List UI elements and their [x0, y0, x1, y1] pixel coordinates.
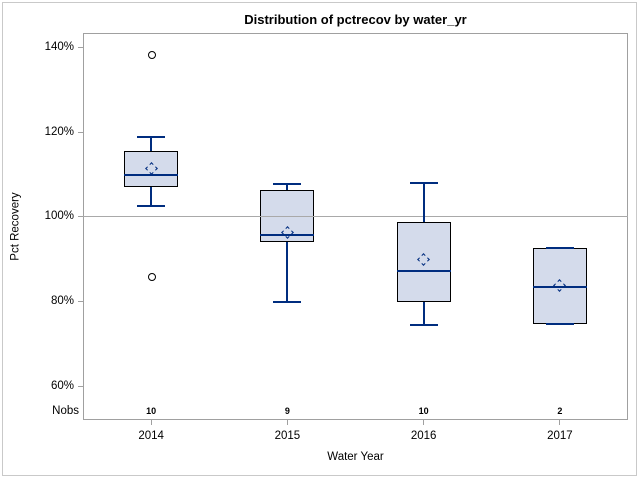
- upper-whisker: [422, 182, 425, 222]
- reference-line-100pct: [83, 216, 628, 218]
- upper-whisker-cap: [273, 183, 302, 186]
- upper-whisker: [150, 136, 153, 152]
- upper-whisker-cap: [545, 246, 574, 249]
- lower-whisker-cap: [137, 205, 166, 208]
- y-axis-tick-label: 120%: [44, 125, 74, 138]
- nobs-value: 10: [418, 406, 429, 416]
- upper-whisker: [286, 184, 289, 190]
- nobs-value: 9: [284, 406, 290, 416]
- x-axis-tick: [150, 420, 152, 425]
- outlier-marker: [147, 272, 156, 281]
- nobs-value: 10: [146, 406, 157, 416]
- chart-title: Distribution of pctrecov by water_yr: [244, 12, 467, 27]
- lower-whisker-cap: [545, 323, 574, 326]
- lower-whisker-cap: [273, 300, 302, 303]
- x-axis-title: Water Year: [327, 451, 384, 463]
- y-axis-tick-label: 60%: [50, 379, 74, 392]
- y-axis-tick: [78, 216, 83, 218]
- y-axis-tick: [78, 47, 83, 49]
- nobs-value: 2: [557, 406, 563, 416]
- iqr-box: [260, 189, 315, 242]
- y-axis-tick: [78, 385, 83, 387]
- median-line: [260, 234, 315, 237]
- y-axis-tick-label: 140%: [44, 41, 74, 54]
- lower-whisker-cap: [409, 324, 438, 327]
- x-axis-tick: [423, 420, 425, 425]
- median-line: [396, 269, 451, 272]
- y-axis-tick-label: 100%: [44, 210, 74, 223]
- lower-whisker: [286, 241, 289, 302]
- upper-whisker-cap: [137, 135, 166, 138]
- x-axis-tick-label: 2016: [410, 430, 437, 442]
- x-axis-tick: [286, 420, 288, 425]
- upper-whisker-cap: [409, 181, 438, 184]
- plot-area: [83, 33, 628, 420]
- y-axis-tick: [78, 301, 83, 303]
- nobs-row-label: Nobs: [52, 405, 79, 417]
- y-axis-tick-label: 80%: [50, 295, 74, 308]
- median-line: [532, 286, 587, 289]
- x-axis-tick-label: 2015: [274, 430, 301, 442]
- x-axis-tick: [559, 420, 561, 425]
- figure-border: [2, 2, 637, 476]
- outlier-marker: [147, 50, 156, 59]
- y-axis-tick: [78, 131, 83, 133]
- median-line: [124, 173, 179, 176]
- lower-whisker: [150, 187, 153, 207]
- lower-whisker: [422, 301, 425, 326]
- iqr-box: [396, 221, 451, 302]
- iqr-box: [124, 151, 179, 188]
- x-axis-tick-label: 2014: [138, 430, 164, 442]
- x-axis-tick-label: 2017: [547, 430, 573, 442]
- iqr-box: [532, 247, 587, 325]
